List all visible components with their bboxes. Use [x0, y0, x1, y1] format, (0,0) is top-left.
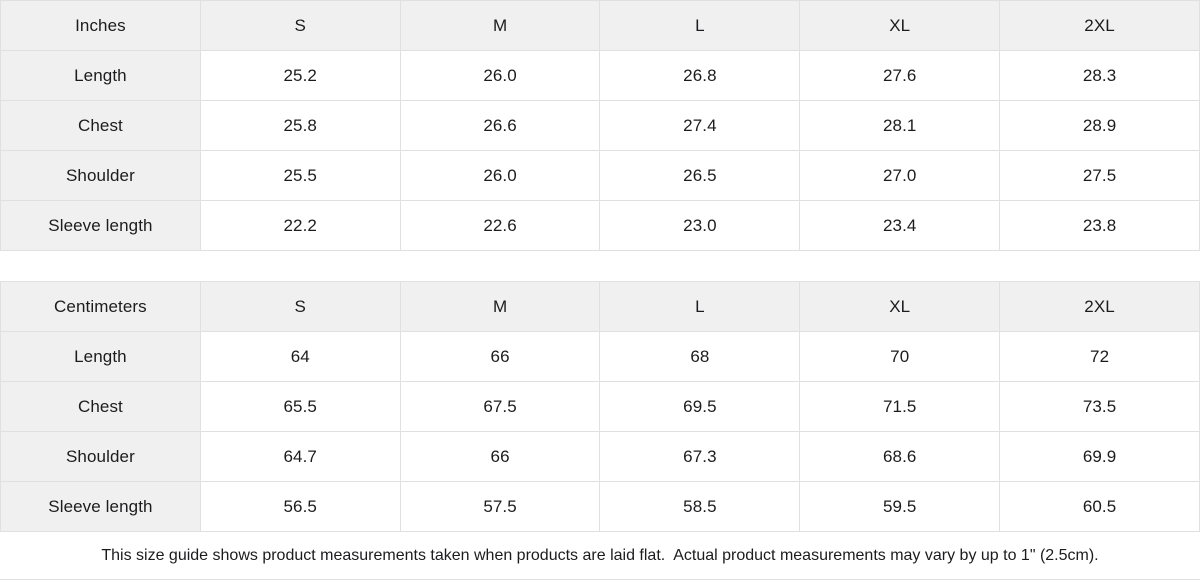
cell-value: 68.6: [799, 431, 1001, 482]
row-label: Shoulder: [0, 150, 201, 201]
footnote-text: This size guide shows product measuremen…: [101, 546, 1099, 564]
cell-value: 68: [599, 331, 801, 382]
size-col-header-l: L: [599, 281, 801, 332]
table-row-shoulder: Shoulder 64.7 66 67.3 68.6 69.9: [0, 431, 1200, 482]
row-label: Length: [0, 331, 201, 382]
row-label: Shoulder: [0, 431, 201, 482]
cell-value: 26.0: [399, 50, 601, 101]
size-col-header-xl: XL: [799, 281, 1001, 332]
size-guide-footnote: This size guide shows product measuremen…: [0, 532, 1200, 580]
row-label: Chest: [0, 381, 201, 432]
table-row-shoulder: Shoulder 25.5 26.0 26.5 27.0 27.5: [0, 150, 1200, 201]
centimeters-table: Centimeters S M L XL 2XL Length 64 66 68…: [0, 281, 1200, 532]
cell-value: 67.3: [599, 431, 801, 482]
size-col-header-s: S: [199, 281, 401, 332]
cell-value: 25.2: [199, 50, 401, 101]
cell-value: 27.4: [599, 100, 801, 151]
size-col-header-l: L: [599, 0, 801, 51]
table-row-length: Length 64 66 68 70 72: [0, 331, 1200, 382]
table-row-sleeve-length: Sleeve length 56.5 57.5 58.5 59.5 60.5: [0, 481, 1200, 532]
cell-value: 28.1: [799, 100, 1001, 151]
cell-value: 23.0: [599, 200, 801, 251]
cell-value: 23.8: [999, 200, 1200, 251]
cell-value: 65.5: [199, 381, 401, 432]
cell-value: 28.3: [999, 50, 1200, 101]
cell-value: 26.0: [399, 150, 601, 201]
cell-value: 26.8: [599, 50, 801, 101]
cell-value: 25.8: [199, 100, 401, 151]
row-label: Sleeve length: [0, 481, 201, 532]
cell-value: 27.6: [799, 50, 1001, 101]
cell-value: 28.9: [999, 100, 1200, 151]
cell-value: 66: [399, 431, 601, 482]
row-label: Sleeve length: [0, 200, 201, 251]
cell-value: 71.5: [799, 381, 1001, 432]
size-col-header-2xl: 2XL: [999, 281, 1200, 332]
cell-value: 67.5: [399, 381, 601, 432]
inches-header-row: Inches S M L XL 2XL: [0, 0, 1200, 51]
cell-value: 70: [799, 331, 1001, 382]
table-row-chest: Chest 25.8 26.6 27.4 28.1 28.9: [0, 100, 1200, 151]
unit-header-inches: Inches: [0, 0, 201, 51]
table-row-length: Length 25.2 26.0 26.8 27.6 28.3: [0, 50, 1200, 101]
cell-value: 72: [999, 331, 1200, 382]
cell-value: 69.9: [999, 431, 1200, 482]
inches-table: Inches S M L XL 2XL Length 25.2 26.0 26.…: [0, 0, 1200, 251]
row-label: Length: [0, 50, 201, 101]
cell-value: 22.2: [199, 200, 401, 251]
size-col-header-xl: XL: [799, 0, 1001, 51]
table-gap: [0, 251, 1200, 281]
cell-value: 69.5: [599, 381, 801, 432]
table-row-chest: Chest 65.5 67.5 69.5 71.5 73.5: [0, 381, 1200, 432]
cell-value: 57.5: [399, 481, 601, 532]
table-row-sleeve-length: Sleeve length 22.2 22.6 23.0 23.4 23.8: [0, 200, 1200, 251]
cell-value: 56.5: [199, 481, 401, 532]
row-label: Chest: [0, 100, 201, 151]
cell-value: 64: [199, 331, 401, 382]
cell-value: 26.5: [599, 150, 801, 201]
cell-value: 23.4: [799, 200, 1001, 251]
cell-value: 22.6: [399, 200, 601, 251]
centimeters-header-row: Centimeters S M L XL 2XL: [0, 281, 1200, 332]
cell-value: 66: [399, 331, 601, 382]
cell-value: 26.6: [399, 100, 601, 151]
size-col-header-s: S: [199, 0, 401, 51]
cell-value: 64.7: [199, 431, 401, 482]
cell-value: 58.5: [599, 481, 801, 532]
cell-value: 59.5: [799, 481, 1001, 532]
unit-header-centimeters: Centimeters: [0, 281, 201, 332]
cell-value: 27.0: [799, 150, 1001, 201]
size-col-header-m: M: [399, 0, 601, 51]
cell-value: 27.5: [999, 150, 1200, 201]
cell-value: 73.5: [999, 381, 1200, 432]
cell-value: 25.5: [199, 150, 401, 201]
cell-value: 60.5: [999, 481, 1200, 532]
size-col-header-m: M: [399, 281, 601, 332]
size-col-header-2xl: 2XL: [999, 0, 1200, 51]
